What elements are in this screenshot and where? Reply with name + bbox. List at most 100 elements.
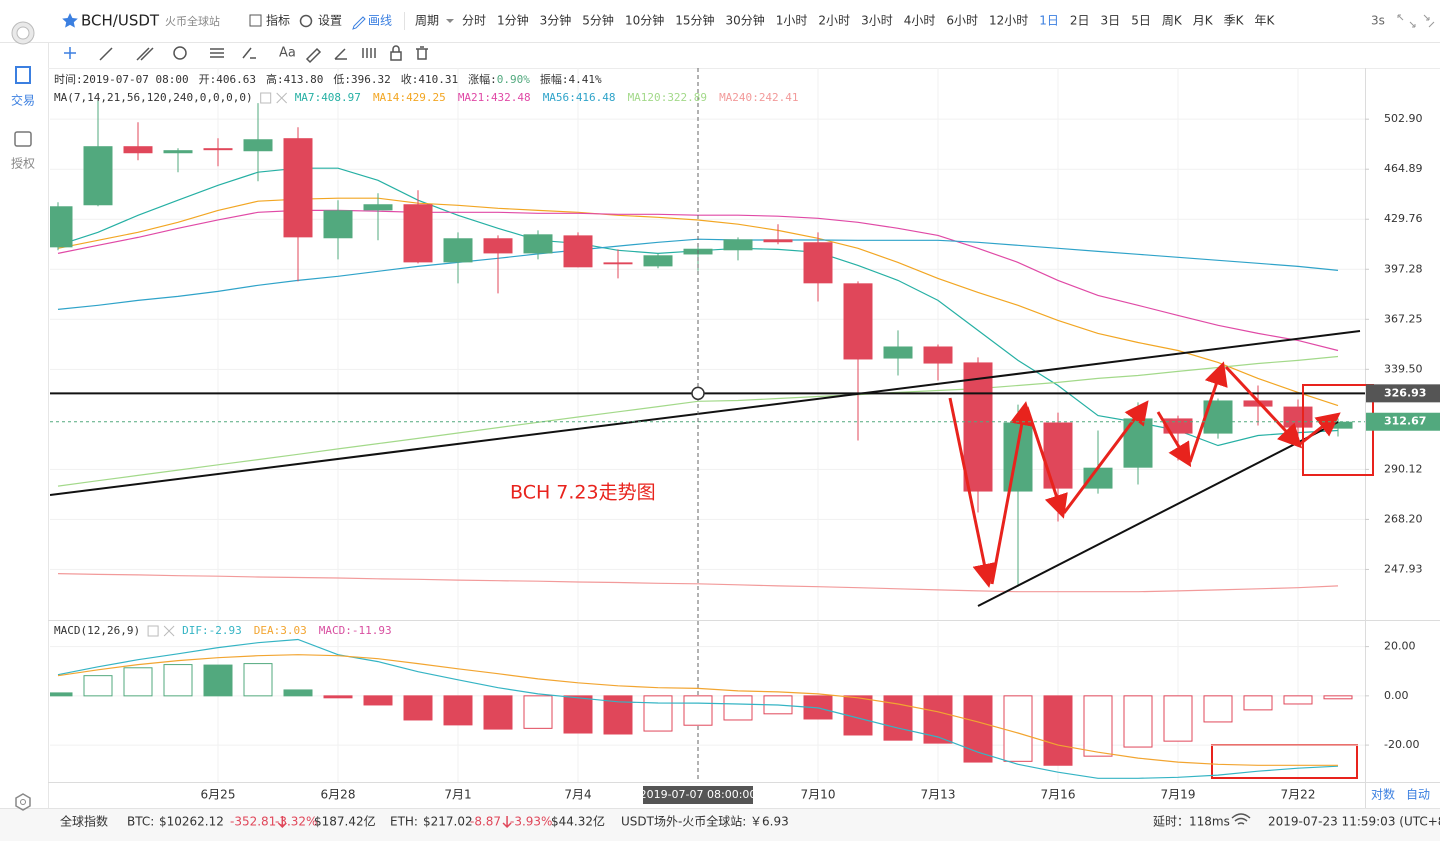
macd-bar [1123,695,1153,748]
status-item: $10262.12 [159,815,224,829]
candle-body [323,210,353,239]
macd-bar [1083,695,1113,757]
period-option[interactable]: 5日 [1131,14,1151,28]
candle-body [123,146,153,154]
brush-tool[interactable] [305,47,322,64]
drawn-arrow [1062,400,1149,514]
legend-sep: : [345,624,352,637]
legend-name: MA240 [719,91,752,104]
wifi-icon [1231,813,1251,825]
gann-tool[interactable] [242,47,256,59]
price-label: 326.93 [1384,386,1426,399]
auth-icon[interactable] [14,131,32,147]
legend-sep: : [202,624,209,637]
scale-button[interactable]: 对数 [1371,787,1395,802]
measure-tool[interactable] [362,48,376,58]
period-option[interactable]: 季K [1224,14,1245,28]
macd-bar [923,695,953,744]
info-label: 时间: [54,73,83,86]
exchange: 火币全球站 [165,14,220,28]
candle-body [83,146,113,206]
period-option[interactable]: 3日 [1101,14,1121,28]
macd-bar [523,695,553,729]
draw-icon[interactable] [352,16,366,30]
parallel-tool[interactable] [136,47,154,61]
period-label[interactable]: 周期 [415,14,439,28]
window-icons[interactable] [1397,14,1435,28]
toolbar-button[interactable]: 指标 [266,13,290,28]
ma-line [57,573,1339,593]
text-tool[interactable]: Aa [279,46,296,61]
legend-close-icon[interactable] [163,625,175,637]
period-option[interactable]: 1小时 [776,14,808,28]
macd-bar [1203,695,1233,723]
legend-close-icon[interactable] [276,92,288,104]
trade-icon[interactable] [15,66,31,84]
eraser-tool[interactable] [334,48,347,60]
info-label: 收: [401,72,419,86]
period-option[interactable]: 1分钟 [497,13,529,28]
down-arrow [502,816,512,829]
sidebar-item[interactable]: 授权 [11,156,35,171]
period-option[interactable]: 3分钟 [540,13,572,28]
settings-hex-icon[interactable] [15,793,31,811]
shape-tool[interactable] [173,46,187,60]
x-tick-label: 6月28 [321,788,356,802]
info-value: 406.63 [216,73,256,86]
period-option[interactable]: 3小时 [861,14,893,28]
info-value: 413.80 [284,73,324,86]
legend-name: DEA [254,624,274,637]
macd-bar [443,695,473,726]
period-option[interactable]: 15分钟 [675,13,714,28]
x-tick-label: 7月4 [564,788,591,802]
refresh-interval[interactable]: 3s [1371,14,1385,28]
candle-body [843,283,873,360]
drawn-arrow [1188,361,1228,463]
settings-icon[interactable] [299,14,313,28]
period-option[interactable]: 30分钟 [726,13,765,28]
sidebar-item[interactable]: 交易 [11,93,35,108]
line-tool[interactable] [99,47,113,61]
legend-value: -11.93 [352,624,392,637]
status-item: $44.32亿 [551,814,605,829]
indicator-icon[interactable] [249,14,262,27]
crosshair-tool[interactable] [64,47,76,59]
period-option[interactable]: 5分钟 [582,13,614,28]
candle-body [50,206,73,248]
period-option[interactable]: 2日 [1070,14,1090,28]
period-option[interactable]: 月K [1193,14,1214,28]
x-tick-label: 7月16 [1041,788,1076,802]
candle-body [723,239,753,251]
candle-body [603,262,633,265]
favorite-star[interactable] [62,13,78,28]
lock-tool[interactable] [390,51,402,61]
status-item: $187.42亿 [314,814,376,829]
delete-tool[interactable] [416,46,428,60]
period-option[interactable]: 12小时 [989,14,1028,28]
period-option[interactable]: 6小时 [946,14,978,28]
info-label: 开: [199,73,217,86]
info-value: 4.41% [568,73,601,86]
candle-body [763,239,793,243]
period-option[interactable]: 1日 [1039,14,1059,28]
toolbar-button[interactable]: 画线 [368,14,392,28]
scale-button[interactable]: 自动 [1406,788,1430,802]
period-option[interactable]: 4小时 [904,14,936,28]
toolbar-button[interactable]: 设置 [318,14,342,28]
dropdown-caret[interactable] [446,19,454,23]
period-option[interactable]: 10分钟 [625,13,664,28]
period-option[interactable]: 年K [1254,14,1275,28]
drawn-arrow [1156,411,1192,468]
macd-bar [883,695,913,741]
macd-bar [723,695,753,721]
info-value: 2019-07-07 08:00 [83,73,189,86]
fib-tool[interactable] [210,48,224,58]
candle-body [1003,422,1033,492]
y-tick-label: 268.20 [1384,512,1423,525]
legend-eye-icon[interactable] [260,92,272,104]
period-option[interactable]: 周K [1162,14,1183,28]
legend-eye-icon[interactable] [147,625,159,637]
period-option[interactable]: 2小时 [818,14,850,28]
period-option[interactable]: 分时 [462,14,486,28]
